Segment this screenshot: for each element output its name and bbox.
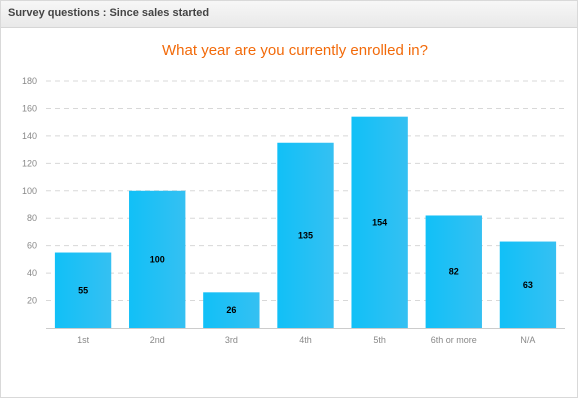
x-tick-label: 1st xyxy=(77,335,90,345)
bar-5th[interactable] xyxy=(351,116,408,328)
x-tick-label: 3rd xyxy=(225,335,238,345)
x-tick-label: N/A xyxy=(520,335,535,345)
x-tick-label: 2nd xyxy=(150,335,165,345)
data-labels: 55 100 26 135 154 82 63 xyxy=(78,217,533,315)
y-tick-label: 60 xyxy=(27,241,37,251)
data-label: 82 xyxy=(449,267,459,277)
bar-n-a[interactable] xyxy=(499,241,557,328)
y-axis-ticks: 20 40 60 80 100 120 140 160 180 xyxy=(22,76,37,306)
bar-2nd[interactable] xyxy=(129,190,186,328)
bar-chart: What year are you currently enrolled in?… xyxy=(22,42,565,345)
y-tick-label: 100 xyxy=(22,186,37,196)
data-label: 55 xyxy=(78,285,88,295)
x-tick-label: 6th or more xyxy=(431,335,477,345)
bar-6th-or-more[interactable] xyxy=(425,215,482,328)
chart-title: What year are you currently enrolled in? xyxy=(162,42,428,59)
y-tick-label: 160 xyxy=(22,103,37,113)
data-label: 135 xyxy=(298,230,313,240)
bar-1st[interactable] xyxy=(54,252,112,328)
data-label: 26 xyxy=(226,305,236,315)
bar-3rd[interactable] xyxy=(203,292,260,328)
y-tick-label: 140 xyxy=(22,131,37,141)
bar-4th[interactable] xyxy=(277,142,334,328)
y-tick-label: 180 xyxy=(22,76,37,86)
data-label: 154 xyxy=(372,217,387,227)
bars xyxy=(54,116,557,328)
x-tick-label: 4th xyxy=(299,335,312,345)
y-tick-label: 20 xyxy=(27,296,37,306)
data-label: 100 xyxy=(150,254,165,264)
y-tick-label: 40 xyxy=(27,268,37,278)
y-tick-label: 80 xyxy=(27,213,37,223)
x-tick-label: 5th xyxy=(373,335,386,345)
data-label: 63 xyxy=(523,280,533,290)
panel-header-title: Survey questions : Since sales started xyxy=(8,7,210,19)
y-tick-label: 120 xyxy=(22,158,37,168)
panel-header: Survey questions : Since sales started xyxy=(1,1,577,28)
x-axis-ticks: 1st 2nd 3rd 4th 5th 6th or more N/A xyxy=(77,335,535,345)
